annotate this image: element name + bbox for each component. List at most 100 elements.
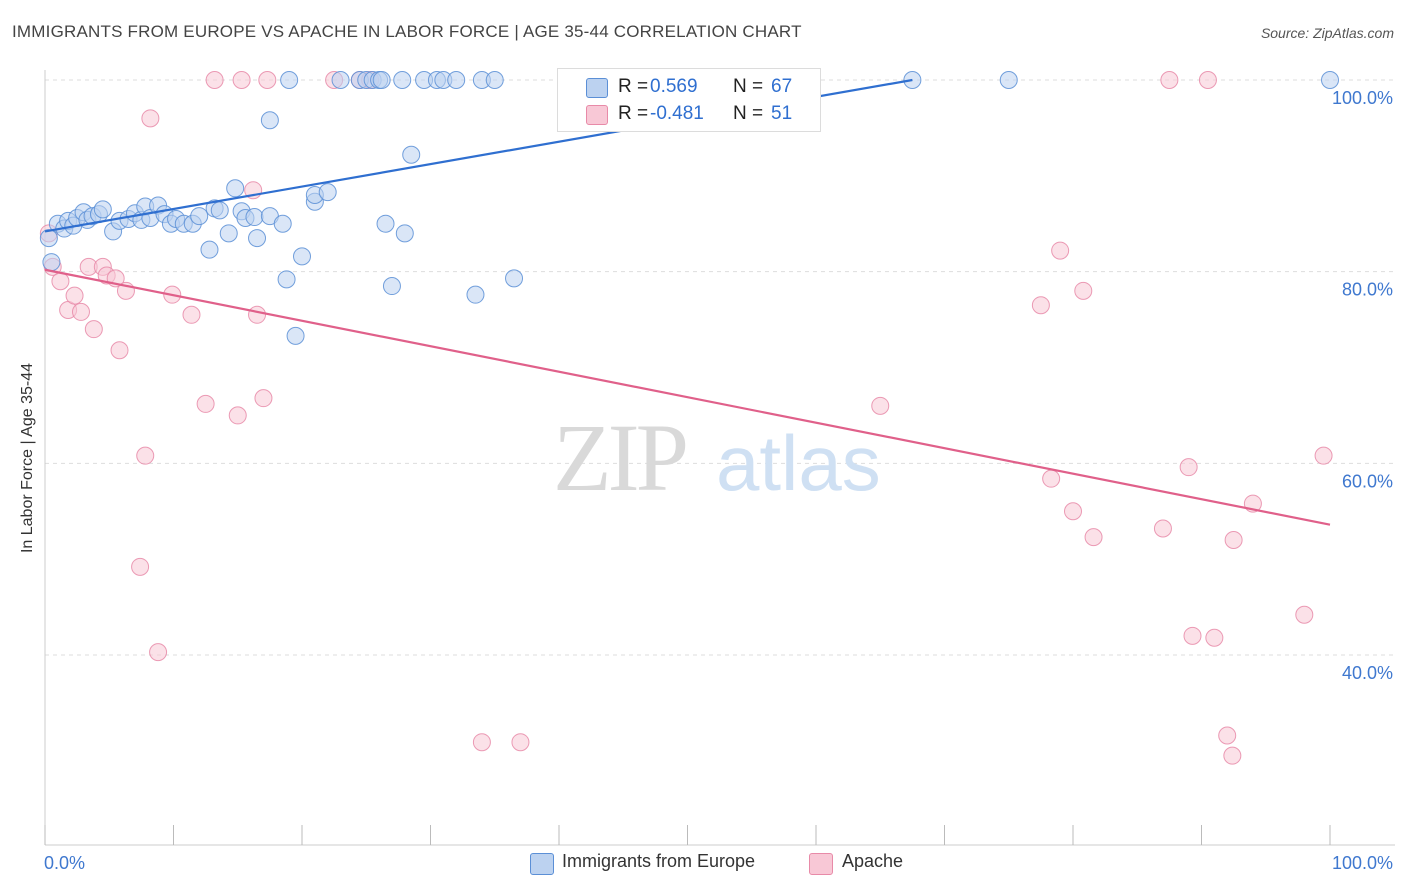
y-tick-label: 100.0% xyxy=(1332,88,1393,108)
gridlines xyxy=(45,79,1395,656)
apache-point xyxy=(1153,519,1172,538)
apache-trend-line xyxy=(44,268,1331,526)
legend-apache-label: Apache xyxy=(842,851,904,871)
europe-point xyxy=(190,207,209,226)
europe-point xyxy=(999,71,1018,89)
apache-point xyxy=(1218,726,1237,745)
europe-point xyxy=(485,71,504,89)
europe-point xyxy=(248,229,267,248)
europe-point xyxy=(280,71,299,89)
n-label: N = xyxy=(733,76,764,97)
apache-point xyxy=(71,302,90,321)
europe-point xyxy=(245,208,264,227)
apache-point xyxy=(1051,241,1070,260)
watermark-atlas: atlas xyxy=(716,419,881,507)
apache-point xyxy=(248,305,267,324)
europe-point xyxy=(260,111,279,130)
apache-point xyxy=(1183,626,1202,645)
y-tick-label: 80.0% xyxy=(1342,280,1393,300)
apache-point xyxy=(84,320,103,339)
europe-point xyxy=(200,240,219,259)
europe-point xyxy=(1321,71,1339,89)
europe-point xyxy=(402,145,421,164)
chart-title: IMMIGRANTS FROM EUROPE VS APACHE IN LABO… xyxy=(12,22,802,41)
y-tick-label: 40.0% xyxy=(1342,663,1393,683)
apache-point xyxy=(1160,71,1179,89)
apache-point xyxy=(871,396,890,415)
europe-point xyxy=(286,326,305,345)
legend-europe-label: Immigrants from Europe xyxy=(562,851,756,871)
x-tick-label: 100.0% xyxy=(1332,853,1393,873)
apache-point xyxy=(1179,458,1198,477)
correlation-legend: R = 0.569 N = 67 R = -0.481 N = 51 xyxy=(557,68,821,132)
n-value: 67 xyxy=(771,76,793,97)
europe-point xyxy=(226,179,245,198)
legend-row-europe: R = 0.569 N = 67 xyxy=(558,73,820,101)
apache-point xyxy=(228,406,247,425)
europe-point xyxy=(393,71,412,89)
europe-point xyxy=(466,285,485,304)
europe-point xyxy=(382,277,401,296)
apache-point xyxy=(149,643,168,662)
apache-point xyxy=(1031,296,1050,315)
trend-lines xyxy=(44,78,1331,526)
europe-point xyxy=(372,71,391,89)
apache-point xyxy=(1064,502,1082,521)
apache-point xyxy=(136,446,155,465)
europe-point xyxy=(277,270,296,289)
legend-row-apache: R = -0.481 N = 51 xyxy=(558,100,820,128)
apache-point xyxy=(110,341,129,360)
apache-point xyxy=(1314,446,1333,465)
apache-point xyxy=(205,71,224,89)
apache-point xyxy=(1224,531,1243,549)
apache-point xyxy=(232,71,251,89)
apache-point xyxy=(1205,628,1224,647)
r-value: -0.481 xyxy=(650,103,704,124)
apache-point xyxy=(258,71,277,89)
apache-point xyxy=(511,733,530,752)
r-label: R = xyxy=(618,76,649,97)
europe-point xyxy=(318,183,337,202)
apache-point xyxy=(254,389,273,408)
europe-point xyxy=(395,224,414,243)
legend-blue-swatch-icon xyxy=(530,853,554,875)
apache-point xyxy=(1198,71,1217,89)
europe-point xyxy=(376,214,395,233)
x-tick-label: 0.0% xyxy=(44,853,85,873)
europe-point xyxy=(273,214,292,233)
apache-point xyxy=(1042,469,1061,488)
apache-points xyxy=(39,71,1333,765)
apache-point xyxy=(1084,528,1103,547)
n-value: 51 xyxy=(771,103,793,124)
europe-point xyxy=(39,229,58,248)
y-tick-label: 60.0% xyxy=(1342,471,1393,491)
europe-point xyxy=(93,200,112,219)
legend-pink-swatch-icon xyxy=(809,853,833,875)
apache-point xyxy=(196,394,215,413)
apache-point xyxy=(51,272,70,291)
europe-point xyxy=(210,201,229,220)
r-value: 0.569 xyxy=(650,76,698,97)
apache-point xyxy=(141,109,160,128)
apache-point xyxy=(1074,281,1093,300)
europe-point xyxy=(505,269,524,288)
europe-point xyxy=(293,247,311,266)
apache-point xyxy=(1223,746,1242,765)
apache-point xyxy=(131,557,150,576)
europe-point xyxy=(331,71,350,89)
watermark: ZIP atlas xyxy=(553,404,881,511)
watermark-zip: ZIP xyxy=(553,404,686,511)
blue-swatch-icon xyxy=(586,78,608,98)
apache-point xyxy=(65,286,84,305)
europe-point xyxy=(447,71,466,89)
apache-point xyxy=(182,305,201,324)
pink-swatch-icon xyxy=(586,105,608,125)
axes xyxy=(44,70,1395,846)
r-label: R = xyxy=(618,103,649,124)
europe-point xyxy=(219,224,238,243)
europe-point xyxy=(42,253,61,272)
apache-point xyxy=(1295,605,1314,624)
n-label: N = xyxy=(733,103,764,124)
apache-point xyxy=(472,733,491,752)
